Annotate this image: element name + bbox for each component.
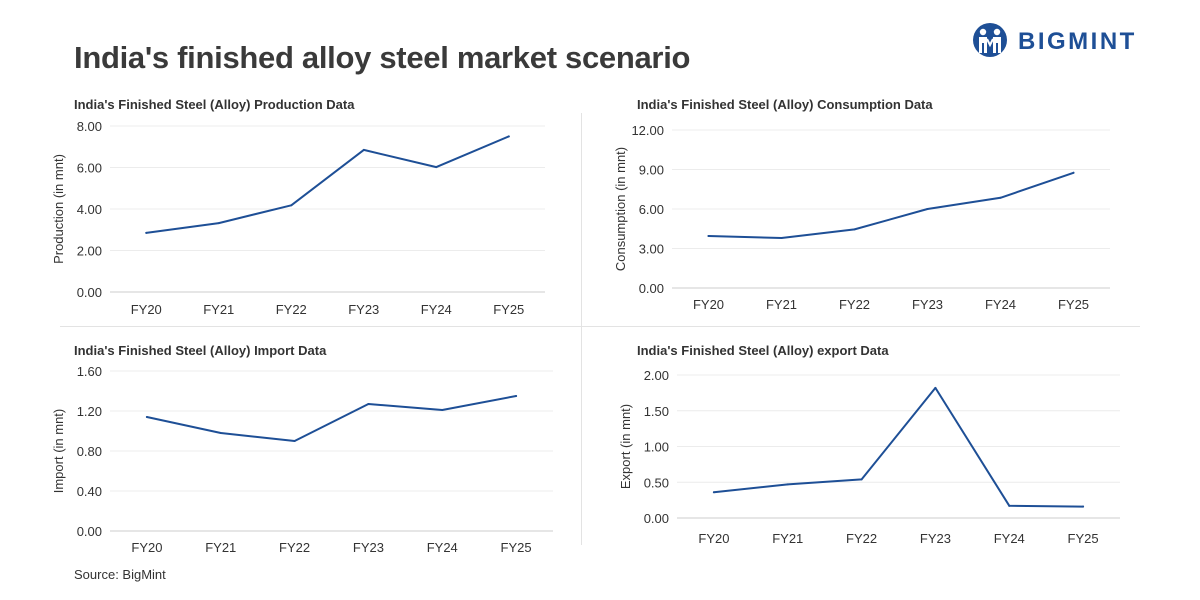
y-tick-label: 2.00 <box>644 368 669 383</box>
data-point <box>1082 505 1085 508</box>
brand-logo: BIGMINT <box>972 22 1162 62</box>
x-tick-label: FY23 <box>920 531 951 546</box>
x-tick-label: FY20 <box>131 540 162 555</box>
x-tick-label: FY24 <box>427 540 458 555</box>
data-point <box>219 432 222 434</box>
y-tick-label: 8.00 <box>77 119 102 134</box>
y-tick-label: 0.40 <box>77 484 102 499</box>
x-tick-label: FY24 <box>994 531 1025 546</box>
production-chart-title: India's Finished Steel (Alloy) Productio… <box>74 97 355 112</box>
x-tick-label: FY20 <box>693 297 724 312</box>
import-chart: 0.00 0.40 0.80 1.20 1.60 FY20 FY21 FY22 FY23 FY24… <box>51 364 553 555</box>
horizontal-divider <box>60 326 1140 327</box>
vertical-divider <box>581 113 582 545</box>
x-tick-label: FY25 <box>501 540 532 555</box>
y-tick-label: 1.50 <box>644 404 669 419</box>
data-point <box>515 395 518 397</box>
y-tick-label: 6.00 <box>77 161 102 176</box>
series-line <box>145 135 510 234</box>
x-tick-label: FY22 <box>846 531 877 546</box>
y-axis-label: Import (in mnt) <box>51 409 66 494</box>
y-tick-label: 0.00 <box>77 524 102 539</box>
consumption-chart-panel: India's Finished Steel (Alloy) Consumpti… <box>613 97 1110 312</box>
data-point <box>853 228 856 231</box>
data-point <box>707 234 710 237</box>
y-tick-label: 12.00 <box>631 123 664 138</box>
data-point <box>290 204 293 207</box>
x-tick-label: FY22 <box>276 302 307 317</box>
x-tick-label: FY21 <box>772 531 803 546</box>
x-tick-label: FY22 <box>839 297 870 312</box>
data-point <box>786 483 789 486</box>
y-tick-label: 2.00 <box>77 244 102 259</box>
y-axis-label: Export (in mnt) <box>618 404 633 489</box>
import-chart-panel: India's Finished Steel (Alloy) Import Da… <box>51 343 553 555</box>
x-tick-label: FY24 <box>421 302 452 317</box>
x-tick-label: FY25 <box>1058 297 1089 312</box>
series-line <box>145 395 518 442</box>
consumption-chart-title: India's Finished Steel (Alloy) Consumpti… <box>637 97 933 112</box>
x-tick-label: FY25 <box>1068 531 1099 546</box>
consumption-chart: 0.00 3.00 6.00 9.00 12.00 FY20 FY21 FY22 FY23 FY2… <box>613 123 1110 312</box>
x-tick-label: FY21 <box>205 540 236 555</box>
x-tick-label: FY23 <box>353 540 384 555</box>
data-point <box>217 222 220 225</box>
y-tick-label: 0.50 <box>644 475 669 490</box>
data-point <box>362 148 365 151</box>
y-axis-label: Production (in mnt) <box>51 154 66 264</box>
import-chart-title: India's Finished Steel (Alloy) Import Da… <box>74 343 327 358</box>
data-point <box>712 491 715 494</box>
data-point <box>293 440 296 442</box>
data-point <box>507 135 510 138</box>
y-tick-label: 3.00 <box>639 242 664 257</box>
x-tick-label: FY20 <box>131 302 162 317</box>
x-tick-label: FY25 <box>493 302 524 317</box>
source-note: Source: BigMint <box>74 567 166 582</box>
y-tick-label: 0.80 <box>77 444 102 459</box>
data-point <box>999 196 1002 199</box>
y-tick-label: 9.00 <box>639 163 664 178</box>
bigmint-logo-icon <box>973 23 1007 57</box>
y-tick-label: 4.00 <box>77 202 102 217</box>
data-point <box>145 416 148 418</box>
x-tick-label: FY21 <box>203 302 234 317</box>
production-chart-panel: India's Finished Steel (Alloy) Productio… <box>0 0 600 330</box>
data-point <box>367 403 370 405</box>
x-tick-label: FY23 <box>912 297 943 312</box>
y-tick-label: 1.60 <box>77 364 102 379</box>
data-point <box>145 231 148 234</box>
data-point <box>441 409 444 411</box>
export-chart-title: India's Finished Steel (Alloy) export Da… <box>637 343 889 358</box>
data-point <box>1072 171 1075 174</box>
series-line <box>712 386 1085 508</box>
x-tick-label: FY23 <box>348 302 379 317</box>
data-point <box>435 166 438 169</box>
data-point <box>926 208 929 210</box>
y-tick-label: 0.00 <box>644 511 669 526</box>
x-tick-label: FY22 <box>279 540 310 555</box>
y-tick-label: 0.00 <box>639 281 664 296</box>
production-chart: 0.00 2.00 4.00 6.00 8.00 FY20 FY21 FY22 FY23 FY24… <box>51 119 545 317</box>
x-tick-label: FY24 <box>985 297 1016 312</box>
y-tick-label: 1.00 <box>644 440 669 455</box>
y-tick-label: 0.00 <box>77 285 102 300</box>
data-point <box>860 478 863 481</box>
series-line <box>707 171 1075 239</box>
brand-name: BIGMINT <box>1018 28 1137 55</box>
data-point <box>1008 504 1011 507</box>
y-tick-label: 1.20 <box>77 404 102 419</box>
y-tick-label: 6.00 <box>639 202 664 217</box>
x-tick-label: FY20 <box>698 531 729 546</box>
data-point <box>934 386 937 389</box>
page-title: India's finished alloy steel market scen… <box>74 40 691 75</box>
y-axis-label: Consumption (in mnt) <box>613 147 628 271</box>
x-tick-label: FY21 <box>766 297 797 312</box>
data-point <box>780 236 783 239</box>
